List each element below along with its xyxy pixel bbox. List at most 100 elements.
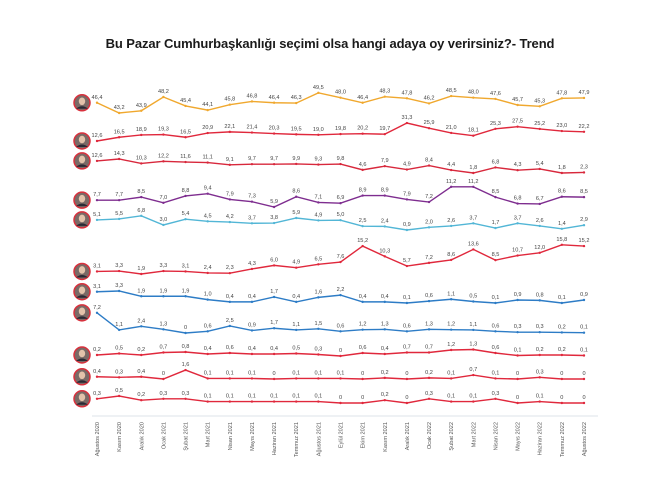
data-point	[405, 198, 409, 201]
x-tick-label: Mart 2021	[206, 422, 212, 447]
data-label: 15,2	[579, 238, 590, 244]
data-point	[117, 136, 121, 139]
data-label: 12,6	[92, 133, 103, 139]
data-point	[250, 200, 254, 203]
data-point	[317, 133, 320, 137]
data-label: 0,4	[248, 346, 256, 352]
data-point	[582, 331, 586, 334]
data-point	[272, 352, 276, 356]
data-point	[560, 195, 564, 198]
data-point	[427, 351, 431, 354]
data-label: 0,1	[337, 370, 345, 376]
data-label: 0	[361, 371, 364, 377]
data-label: 0,1	[536, 394, 544, 400]
data-label: 0,2	[93, 347, 101, 353]
data-point	[272, 264, 276, 267]
data-point	[184, 194, 187, 198]
data-label: 1,8	[558, 165, 566, 171]
data-label: 0,2	[425, 370, 433, 376]
data-point	[472, 248, 475, 251]
data-point	[250, 352, 254, 356]
data-point	[339, 401, 342, 405]
candidate-avatar	[73, 94, 91, 112]
data-point	[228, 351, 232, 355]
data-point	[162, 295, 165, 298]
data-point	[250, 267, 254, 271]
data-label: 44,1	[202, 102, 213, 108]
data-point	[516, 103, 519, 107]
data-point	[117, 198, 121, 202]
data-point	[560, 243, 564, 247]
data-point	[361, 377, 364, 381]
data-label: 8,5	[580, 189, 588, 195]
data-point	[427, 261, 431, 265]
data-point	[560, 227, 564, 230]
data-point	[272, 377, 276, 381]
data-point	[295, 162, 298, 166]
data-label: 48,0	[468, 90, 479, 96]
x-tick-label: Temmuz 2022	[560, 422, 566, 457]
data-label: 6,0	[270, 257, 278, 263]
data-point	[250, 300, 254, 304]
data-point	[317, 353, 320, 356]
data-point	[361, 132, 364, 135]
data-label: 0	[582, 395, 585, 401]
data-point	[95, 311, 99, 315]
data-label: 4,4	[447, 162, 455, 168]
candidate-avatar	[73, 283, 91, 301]
data-point	[427, 299, 431, 303]
data-label: 6,8	[514, 196, 522, 202]
data-point	[95, 101, 99, 104]
data-point	[472, 134, 475, 137]
data-point	[405, 228, 409, 232]
data-point	[560, 377, 564, 381]
data-point	[494, 330, 497, 333]
data-point	[250, 377, 254, 380]
data-label: 13,6	[468, 241, 479, 247]
data-label: 8,9	[381, 188, 389, 194]
data-label: 46,3	[291, 95, 302, 101]
data-label: 9,4	[204, 186, 212, 192]
data-point	[538, 224, 541, 228]
data-point	[206, 377, 209, 380]
data-point	[494, 397, 497, 400]
data-point	[272, 132, 276, 135]
data-label: 1,9	[182, 288, 190, 294]
data-label: 12,0	[534, 245, 545, 251]
data-label: 0,4	[381, 294, 389, 300]
data-point	[405, 97, 409, 100]
data-label: 6,5	[314, 256, 322, 262]
data-label: 2,2	[337, 287, 345, 293]
data-point	[317, 91, 320, 95]
data-label: 4,3	[248, 261, 256, 267]
data-point	[162, 133, 165, 136]
data-point	[560, 301, 564, 305]
data-label: 22,1	[224, 124, 235, 130]
data-label: 2,5	[226, 318, 234, 324]
x-tick-label: Aralık 2020	[139, 422, 145, 450]
data-label: 10,3	[136, 155, 147, 161]
data-label: 14,3	[114, 151, 125, 157]
data-label: 19,8	[335, 126, 346, 132]
data-label: 0,2	[381, 392, 389, 398]
data-label: 1,5	[314, 321, 322, 327]
data-label: 43,9	[136, 103, 147, 109]
data-point	[140, 375, 143, 378]
data-point	[582, 401, 586, 405]
data-point	[427, 376, 431, 380]
data-label: 1,2	[447, 322, 455, 328]
data-label: 8,6	[292, 189, 300, 195]
data-label: 0,3	[425, 391, 433, 397]
data-label: 19,0	[313, 127, 324, 133]
data-point	[494, 301, 497, 305]
data-label: 3,3	[115, 263, 123, 269]
data-point	[383, 352, 386, 356]
data-label: 0,4	[270, 346, 278, 352]
data-point	[516, 169, 519, 172]
data-label: 16,5	[114, 129, 125, 135]
data-label: 1,3	[469, 342, 477, 348]
data-point	[317, 327, 320, 330]
data-point	[140, 133, 143, 137]
data-point	[582, 130, 586, 133]
